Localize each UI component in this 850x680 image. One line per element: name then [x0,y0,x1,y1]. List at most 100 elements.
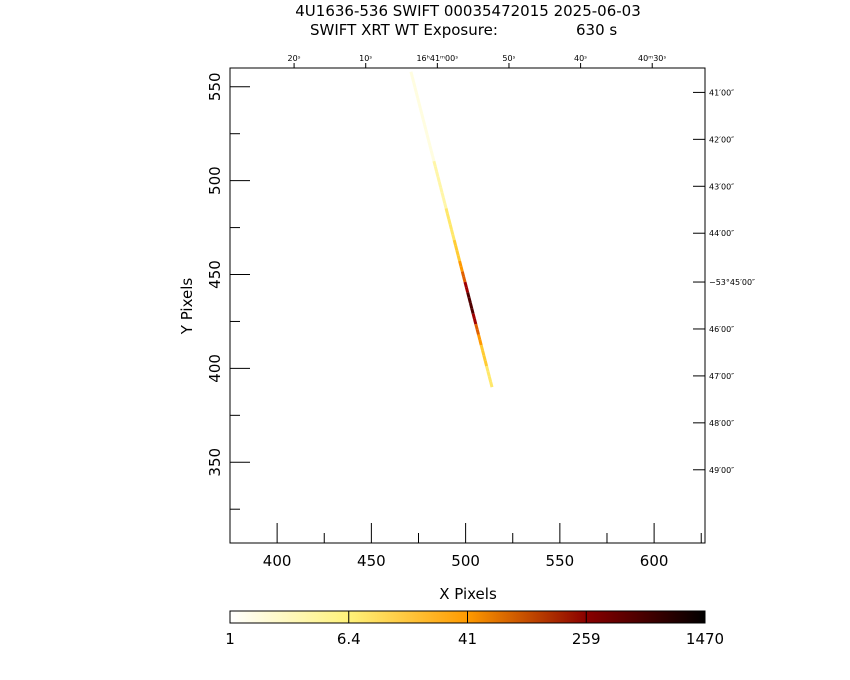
source-streak [409,71,494,388]
plot-frame [229,67,706,544]
dec-tick-label: 42′00″ [709,135,734,144]
title-line1: 4U1636-536 SWIFT 00035472015 2025-06-03 [295,2,641,20]
streak-segment [413,87,418,94]
streak-segment [431,155,436,162]
dec-tick-label: 44′00″ [709,229,734,238]
streak-segment [421,118,426,125]
streak-segment [450,229,455,236]
streak-segment [425,134,430,141]
streak-segment [463,281,468,288]
colorbar-label: 1470 [686,630,724,648]
streak-segment [440,192,445,199]
streak-segment [478,339,483,346]
streak-segment [417,102,422,109]
streak-segment [437,181,443,188]
streak-segment [423,123,428,130]
ra-tick-label: 16ʰ41ᵐ00ˢ [416,54,458,63]
y-tick-label: 400 [206,354,224,383]
x-tick-label: 500 [451,552,480,570]
title-exposure-value: 630 s [576,21,617,39]
streak-segment [427,139,432,146]
dec-tick-label: 46′00″ [709,325,734,334]
y-tick-label: 550 [206,72,224,101]
streak-segment [470,307,475,314]
colorbar-ticks: 1 6.4 41 259 1470 [225,611,724,648]
streak-segment [433,166,439,173]
dec-tick-label: −53°45′00″ [709,278,755,287]
streak-segment [448,223,453,230]
streak-segment [482,355,487,362]
streak-segment [441,197,447,204]
streak-segment [435,171,440,178]
streak-segment [412,81,417,88]
streak-segment [409,71,414,78]
streak-segment [454,244,459,251]
streak-segment [487,376,493,383]
dec-tick-label: 49′00″ [709,466,734,475]
streak-segment [444,208,449,215]
streak-segment [471,313,476,320]
colorbar-label: 1 [225,630,235,648]
streak-segment [468,302,474,309]
streak-segment [464,286,470,293]
streak-segment [436,176,441,183]
ra-tick-label: 20ˢ [288,54,301,63]
streak-segment [466,292,471,299]
streak-segment [479,344,485,351]
y-axis-label: Y Pixels [178,278,196,336]
ra-tick-label: 40ᵐ30ˢ [638,54,666,63]
x-tick-label: 600 [640,552,669,570]
streak-segment [477,334,482,341]
colorbar-label: 6.4 [337,630,361,648]
colorbar-label: 41 [458,630,477,648]
dec-tick-label: 47′00″ [709,372,734,381]
streak-segment [481,349,486,357]
ra-tick-label: 50ˢ [502,54,515,63]
streak-segment [443,202,448,209]
x-tick-label: 400 [263,552,292,570]
axes: 400 450 500 550 600 350 400 450 500 550 20ˢ 10ˢ 16ʰ4… [206,54,755,570]
streak-segment [451,234,456,241]
dec-tick-label: 48′00″ [709,419,734,428]
y-tick-label: 350 [206,448,224,477]
dec-tick-label: 43′00″ [709,182,734,191]
streak-segment [460,271,466,278]
streak-segment [439,187,444,194]
streak-segment [458,260,463,267]
streak-segment [420,113,425,120]
streak-segment [428,144,433,151]
streak-segment [475,328,480,335]
streak-segment [416,97,421,104]
streak-segment [410,76,416,83]
y-tick-label: 500 [206,166,224,195]
streak-segment [485,365,490,372]
dec-tick-label: 41′00″ [709,88,734,97]
streak-segment [489,381,494,388]
streak-segment [474,323,479,330]
streak-segment [472,318,478,325]
x-tick-label: 550 [546,552,575,570]
streak-segment [459,265,464,272]
streak-segment [456,255,462,262]
x-tick-label: 450 [357,552,386,570]
streak-segment [414,92,420,99]
streak-segment [462,276,467,283]
colorbar-label: 259 [572,630,601,648]
streak-segment [432,160,437,167]
streak-segment [424,129,429,136]
streak-segment [447,218,452,225]
x-axis-label: X Pixels [439,585,497,603]
streak-segment [467,297,472,304]
ra-tick-label: 40ˢ [574,54,587,63]
y-tick-label: 450 [206,260,224,289]
streak-segment [486,371,491,378]
streak-segment [452,239,457,246]
title-exposure-label: SWIFT XRT WT Exposure: [310,21,498,39]
streak-segment [418,108,424,115]
streak-segment [483,360,489,367]
ra-tick-label: 10ˢ [359,54,372,63]
streak-segment [445,213,451,220]
streak-segment [455,250,460,257]
streak-segment [429,150,435,157]
